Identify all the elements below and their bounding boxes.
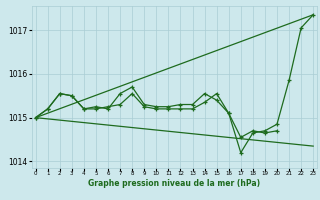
X-axis label: Graphe pression niveau de la mer (hPa): Graphe pression niveau de la mer (hPa) xyxy=(88,179,260,188)
